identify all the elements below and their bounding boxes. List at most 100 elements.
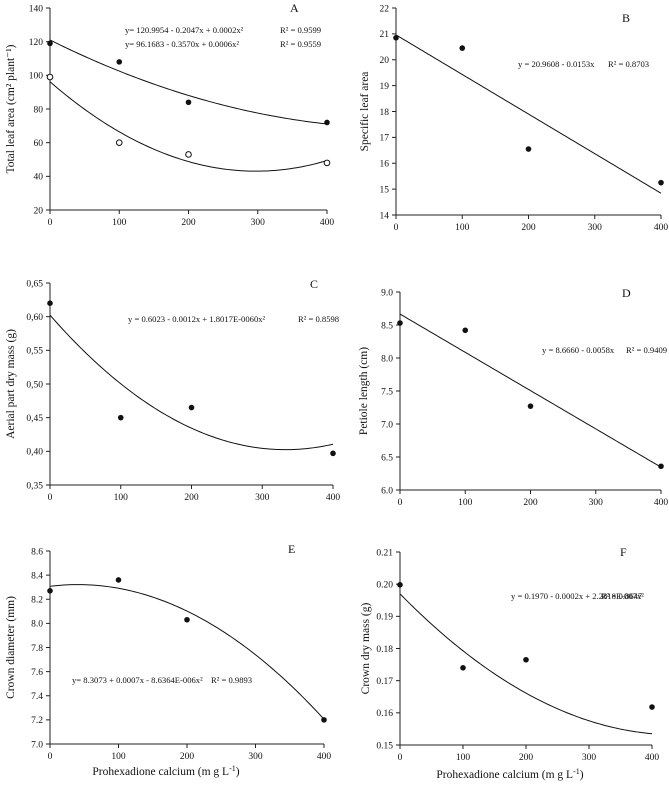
- y-tick-label-e: 8.2: [31, 596, 43, 606]
- panel-f-crown-dry-mass: 0.15 0.16 0.17 0.18 0.19 0.20 0.21 0 100 200 300 40…: [360, 545, 659, 763]
- x-tick-label-e: 300: [248, 752, 263, 762]
- data-point-a-1: [116, 59, 123, 65]
- fit-curve-f-1: [399, 593, 653, 735]
- fit-curve-d-1: [399, 313, 662, 468]
- y-tick-label-c: 0,40: [26, 448, 43, 458]
- regression-equation-a-2: y= 96.1683 - 0.3570x + 0.0006x²: [125, 39, 239, 49]
- y-tick-label-c: 0,45: [26, 414, 43, 424]
- y-tick-label-e: 8.0: [31, 620, 43, 630]
- y-tick-label-d: 9.0: [381, 288, 393, 298]
- data-point-c-1: [117, 414, 124, 421]
- y-tick-label-e: 7.6: [31, 668, 43, 678]
- x-tick-label-a: 0: [48, 218, 53, 228]
- y-tick-label-a: 100: [29, 72, 44, 82]
- data-point-b-1: [658, 179, 664, 186]
- data-point-f-1: [460, 665, 466, 671]
- data-point-b-1: [393, 34, 399, 41]
- fit-curve-a-1: [49, 39, 328, 125]
- x-tick-label-c: 100: [114, 493, 129, 503]
- y-tick-label-e: 7.0: [31, 740, 43, 750]
- y-tick-label-a: 60: [34, 139, 44, 149]
- panel-letter-b: B: [622, 11, 630, 25]
- data-point-e-1: [115, 577, 122, 583]
- data-point-a-2: [46, 73, 54, 81]
- panel-a-total-leaf-area: 20 40 60 80 100 120 140 0 100 200 300 400 Total leaf…: [5, 1, 334, 228]
- data-point-c-1: [47, 300, 53, 307]
- x-axis-label-left: Prohexadione calcium (m g L-1): [92, 764, 239, 779]
- data-point-a-1: [185, 99, 192, 106]
- regression-equation-c-1: y = 0.6023 - 0.0012x + 1.8017E-0060x²: [128, 314, 266, 324]
- r-squared-e-1: R² = 0.9893: [211, 675, 252, 685]
- regression-equation-e-1: y= 8.3073 + 0.0007x - 8.6364E-006x²: [72, 675, 203, 685]
- y-axis-title-a: Total leaf area (cm² plant⁻¹): [5, 44, 17, 173]
- y-tick-label-b: 18: [380, 108, 390, 118]
- y-tick-label-b: 17: [380, 134, 390, 144]
- x-tick-label-c: 400: [326, 493, 341, 503]
- y-tick-label-f: 0.19: [376, 613, 393, 623]
- y-tick-label-c: 0,55: [26, 347, 43, 357]
- fit-curve-e-1: [49, 584, 325, 720]
- regression-equation-f-1: y = 0.1970 - 0.0002x + 2.2818E-007x²: [511, 591, 644, 601]
- r-squared-a-1: R² = 0.9599: [280, 25, 321, 35]
- x-axis-label-right: Prohexadione calcium (m g L-1): [436, 767, 583, 782]
- y-tick-label-b: 19: [380, 82, 390, 92]
- y-tick-label-f: 0.16: [376, 709, 393, 719]
- r-squared-d-1: R² = 0.9409: [626, 345, 667, 355]
- y-tick-label-f: 0.20: [376, 580, 393, 590]
- x-tick-label-b: 300: [588, 223, 603, 233]
- regression-equation-d-1: y = 8.6660 - 0.0058x: [542, 345, 615, 355]
- x-tick-label-a: 100: [112, 218, 127, 228]
- panel-d-petiole-length: 6.0 6.5 7.0 7.5 8.0 8.5 9.0 0 100 200 300 400 Petiol…: [358, 286, 668, 508]
- y-tick-label-e: 8.4: [31, 571, 43, 581]
- y-tick-label-b: 14: [380, 211, 390, 221]
- y-tick-label-a: 80: [34, 105, 44, 115]
- r-squared-b-1: R² = 0.8703: [608, 59, 649, 69]
- r-squared-c-1: R² = 0.8598: [298, 314, 339, 324]
- data-point-d-1: [527, 403, 534, 409]
- y-tick-label-c: 0,60: [26, 313, 43, 323]
- y-tick-label-b: 16: [380, 160, 390, 170]
- y-tick-label-b: 21: [380, 30, 390, 40]
- data-point-e-1: [47, 588, 53, 594]
- x-tick-label-d: 0: [398, 498, 403, 508]
- y-tick-label-a: 140: [29, 4, 44, 14]
- y-tick-label-b: 20: [380, 56, 390, 66]
- panel-c-aerial-part-dry-mass: 0,35 0,40 0,45 0,50 0,55 0,60 0,65 0 100 200 300 40…: [5, 277, 340, 503]
- y-axis-title-c: Aerial part dry mass (g): [5, 329, 17, 439]
- x-tick-label-f: 0: [398, 753, 403, 763]
- y-tick-label-b: 15: [380, 185, 390, 195]
- x-tick-label-e: 0: [48, 752, 53, 762]
- y-tick-label-c: 0,35: [26, 481, 43, 491]
- regression-equation-a-1: y= 120.9954 - 0.2047x + 0.0002x²: [125, 25, 244, 35]
- panel-letter-a: A: [290, 1, 299, 15]
- x-tick-label-a: 200: [181, 218, 196, 228]
- data-point-f-1: [397, 582, 403, 588]
- x-tick-label-c: 0: [48, 493, 53, 503]
- x-tick-label-a: 300: [251, 218, 266, 228]
- regression-equation-b-1: y = 20.9608 - 0.0153x: [518, 59, 595, 69]
- y-axis-title-d: Petiole length (cm): [358, 347, 370, 435]
- x-tick-label-a: 400: [320, 218, 335, 228]
- data-point-b-1: [525, 146, 532, 152]
- y-tick-label-d: 7.0: [381, 420, 393, 430]
- data-point-b-1: [459, 45, 466, 51]
- data-point-d-1: [397, 320, 403, 326]
- y-tick-label-a: 40: [34, 173, 44, 183]
- data-point-e-1: [321, 717, 327, 723]
- y-tick-label-f: 0.17: [376, 677, 393, 687]
- data-point-a-2: [185, 151, 192, 158]
- data-point-c-1: [188, 404, 195, 411]
- y-axis-title-b: Specific leaf area: [359, 72, 371, 152]
- y-tick-label-e: 8.6: [31, 547, 43, 557]
- x-tick-label-e: 200: [180, 752, 195, 762]
- panel-letter-c: C: [310, 277, 318, 291]
- panel-letter-f: F: [620, 545, 627, 559]
- r-squared-a-2: R² = 0.9559: [280, 39, 321, 49]
- y-tick-label-f: 0.15: [376, 741, 393, 751]
- y-tick-label-f: 0.18: [376, 645, 393, 655]
- data-point-e-1: [184, 616, 190, 623]
- y-tick-label-e: 7.4: [31, 692, 43, 702]
- x-tick-label-f: 100: [456, 753, 471, 763]
- x-tick-label-b: 0: [394, 223, 399, 233]
